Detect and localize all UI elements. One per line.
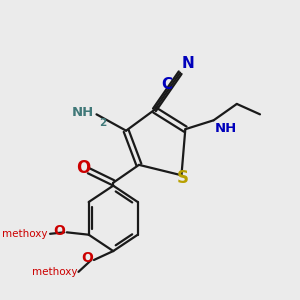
Text: S: S	[177, 169, 189, 187]
Text: NH: NH	[72, 106, 94, 119]
Text: methoxy: methoxy	[32, 267, 77, 277]
Text: NH: NH	[215, 122, 237, 135]
Text: 2: 2	[99, 118, 106, 128]
Text: N: N	[182, 56, 194, 71]
Text: O: O	[76, 159, 91, 177]
Text: O: O	[54, 224, 65, 238]
Text: C: C	[162, 77, 173, 92]
Text: methoxy: methoxy	[2, 229, 47, 239]
Text: O: O	[81, 251, 93, 266]
